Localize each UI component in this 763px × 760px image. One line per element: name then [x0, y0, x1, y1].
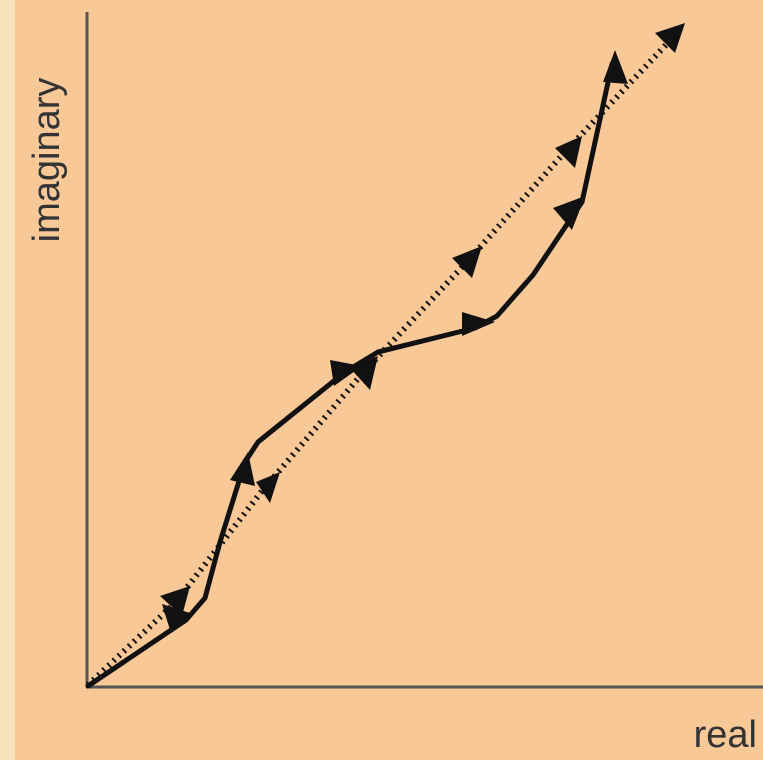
- solid-path-arrowhead: [603, 50, 628, 84]
- x-axis-label: real: [693, 714, 757, 756]
- dotted-path-arrowhead: [350, 356, 378, 390]
- y-axis-label: imaginary: [26, 77, 68, 243]
- dotted-path: [85, 27, 683, 688]
- solid-path: [85, 61, 615, 689]
- dotted-path-arrowhead: [555, 136, 582, 168]
- solid-path-arrowhead: [162, 604, 193, 630]
- dotted-path-arrowhead: [256, 472, 280, 503]
- solid-path-arrowhead: [462, 312, 495, 336]
- solid-path-arrowhead: [330, 360, 362, 386]
- diagram-background: [15, 0, 763, 760]
- dotted-path-arrowhead: [655, 23, 685, 53]
- dotted-path-arrowhead: [452, 246, 482, 278]
- solid-path-arrowhead: [230, 452, 255, 486]
- dotted-path-arrowhead: [160, 586, 190, 616]
- solid-path-arrowhead: [553, 196, 585, 230]
